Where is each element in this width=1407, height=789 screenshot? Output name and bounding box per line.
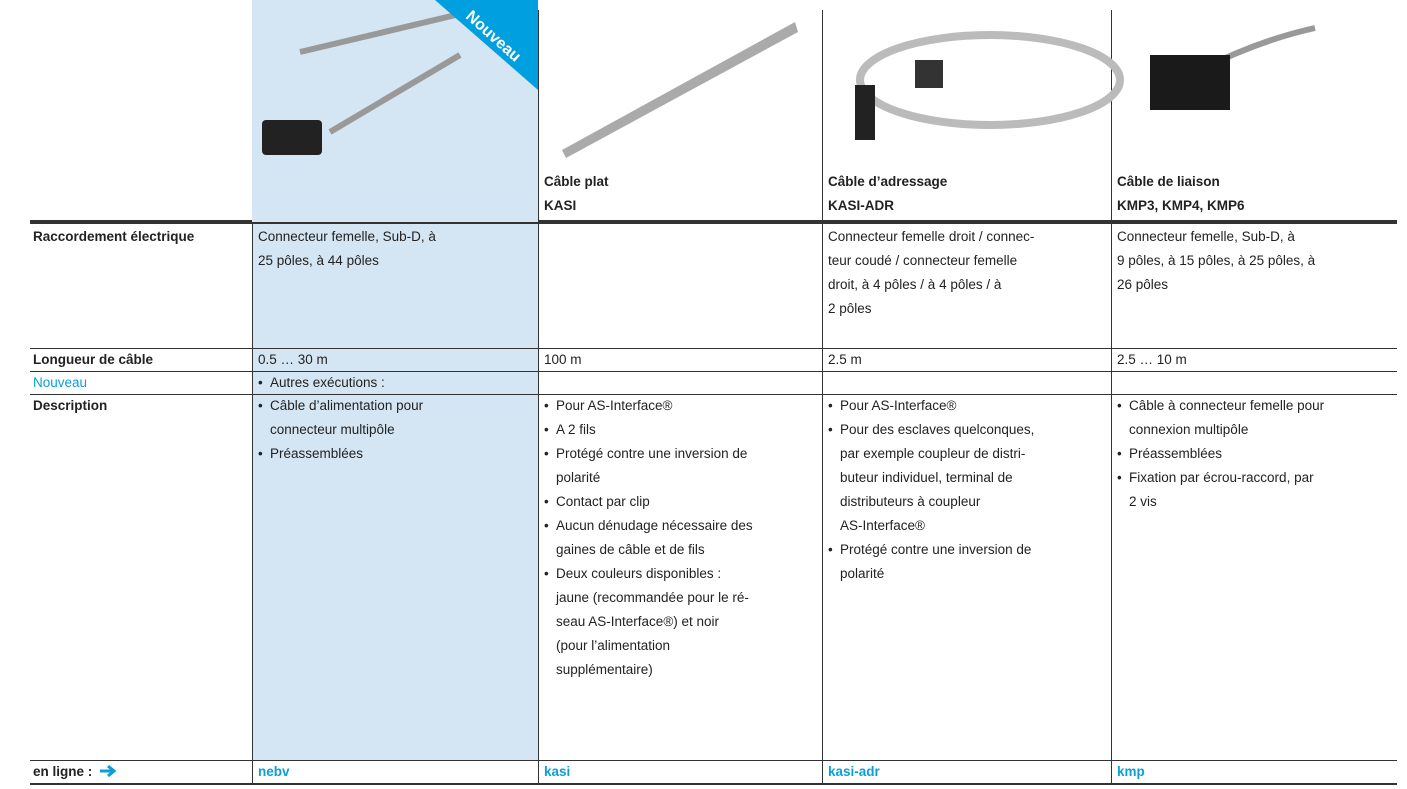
description-text: AS-Interface® [840, 518, 925, 533]
product-title: Câble plat [544, 174, 609, 189]
highlight [252, 222, 538, 760]
arrow-icon [100, 764, 117, 778]
row-label: Description [33, 398, 108, 413]
bullet: • [828, 422, 833, 437]
description-text: Pour des esclaves quelconques, [840, 422, 1035, 437]
bullet: • [1117, 470, 1122, 485]
description-text: Câble à connecteur femelle pour [1129, 398, 1325, 413]
description-text: Deux couleurs disponibles : [556, 566, 722, 581]
description-text: buteur individuel, terminal de [840, 470, 1013, 485]
description-text: Contact par clip [556, 494, 650, 509]
bullet: • [828, 542, 833, 557]
online-link[interactable]: nebv [258, 764, 290, 779]
connection-text: 2 pôles [828, 301, 872, 316]
description-text: Préassemblées [1129, 446, 1223, 461]
description-text: Protégé contre une inversion de [840, 542, 1032, 557]
description-text: gaines de câble et de fils [556, 542, 705, 557]
header-images: Nouveau [252, 0, 1316, 222]
bullet: • [828, 398, 833, 413]
description-text: Câble d’alimentation pour [270, 398, 424, 413]
bullet: • [258, 375, 263, 390]
description-text: (pour l’alimentation [556, 638, 671, 653]
online-link[interactable]: kasi [544, 764, 571, 779]
product-title: KASI-ADR [828, 198, 894, 213]
description-text: connecteur multipôle [270, 422, 395, 437]
row-rule [30, 371, 1397, 372]
product-title: KASI [544, 198, 577, 213]
row-label: Longueur de câble [33, 352, 154, 367]
header-rule [30, 220, 1397, 224]
description-text: connexion multipôle [1129, 422, 1249, 437]
description-text: polarité [556, 470, 601, 485]
bottom-rule [30, 783, 1397, 785]
bullet: • [544, 518, 549, 533]
description-text: 2 vis [1129, 494, 1157, 509]
online-link[interactable]: kmp [1117, 764, 1145, 779]
connection-text: 9 pôles, à 15 pôles, à 25 pôles, à [1117, 253, 1316, 268]
description-text: Pour AS-Interface® [556, 398, 673, 413]
col-rule [1111, 10, 1112, 783]
cable-length: 2.5 … 10 m [1117, 352, 1187, 367]
bullet: • [544, 398, 549, 413]
bullet: • [544, 494, 549, 509]
row-rule [30, 760, 1397, 761]
description-text: A 2 fils [556, 422, 596, 437]
connection-text: 25 pôles, à 44 pôles [258, 253, 379, 268]
description-text: jaune (recommandée pour le ré- [556, 590, 749, 605]
product-title: Câble d’adressage [828, 174, 948, 189]
description-text: seau AS-Interface®) et noir [556, 614, 720, 629]
bullet: • [258, 446, 263, 461]
description-text: par exemple coupleur de distri- [840, 446, 1026, 461]
description-text: Protégé contre une inversion de [556, 446, 748, 461]
connection-text: Connecteur femelle droit / connec- [828, 229, 1035, 244]
description-text: Aucun dénudage nécessaire des [556, 518, 753, 533]
bullet: • [1117, 398, 1122, 413]
online-link[interactable]: kasi-adr [828, 764, 880, 779]
cable-length: 0.5 … 30 m [258, 352, 328, 367]
row-label: Nouveau [33, 375, 88, 390]
cable-length: 100 m [544, 352, 582, 367]
description-text: Pour AS-Interface® [840, 398, 957, 413]
connection-text: Connecteur femelle, Sub-D, à [1117, 229, 1295, 244]
bullet: • [1117, 446, 1122, 461]
description-text: Fixation par écrou-raccord, par [1129, 470, 1314, 485]
row-label: Raccordement électrique [33, 229, 195, 244]
bullet: • [258, 398, 263, 413]
connection-text: Connecteur femelle, Sub-D, à [258, 229, 436, 244]
description-text: Préassemblées [270, 446, 364, 461]
description-text: polarité [840, 566, 885, 581]
bullet: • [544, 566, 549, 581]
description-text: supplémentaire) [556, 662, 653, 677]
row-rule [30, 394, 1397, 395]
col-rule [252, 10, 253, 783]
connection-text: 26 pôles [1117, 277, 1169, 292]
col-rule [538, 10, 539, 783]
cable-length: 2.5 m [828, 352, 862, 367]
nouveau-text: Autres exécutions : [270, 375, 385, 390]
description-text: distributeurs à coupleur [840, 494, 981, 509]
bullet: • [544, 422, 549, 437]
row-rule [30, 348, 1397, 349]
row-label: en ligne : [33, 764, 93, 779]
col-rule [822, 10, 823, 783]
connection-text: teur coudé / connecteur femelle [828, 253, 1018, 268]
bullet: • [544, 446, 549, 461]
product-title: KMP3, KMP4, KMP6 [1117, 198, 1245, 213]
connection-text: droit, à 4 pôles / à 4 pôles / à [828, 277, 1002, 292]
product-title: Câble de liaison [1117, 174, 1220, 189]
